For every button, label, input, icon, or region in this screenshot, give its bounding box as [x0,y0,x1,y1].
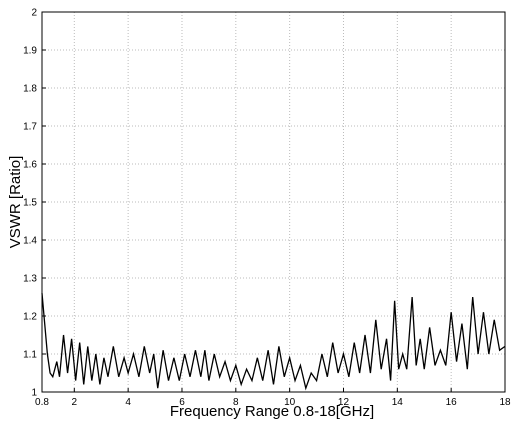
y-tick-label: 1.1 [23,350,37,361]
y-tick-label: 1.6 [23,160,37,171]
x-axis-label: Frequency Range 0.8-18[GHz] [170,403,374,420]
x-tick-label: 12 [338,397,350,408]
y-tick-label: 1.9 [23,46,37,57]
y-axis-label: VSWR [Ratio] [7,156,24,249]
x-tick-label: 14 [392,397,404,408]
x-tick-label: 4 [125,397,131,408]
x-tick-label: 8 [233,397,239,408]
y-tick-label: 1.5 [23,198,37,209]
y-tick-label: 1.2 [23,312,37,323]
x-tick-label: 6 [179,397,185,408]
y-tick-label: 1 [31,388,37,399]
y-tick-label: 1.3 [23,274,37,285]
x-tick-label: 0.8 [35,397,49,408]
x-tick-label: 16 [446,397,458,408]
x-tick-label: 10 [284,397,296,408]
x-tick-label: 2 [72,397,78,408]
y-tick-label: 1.4 [23,236,37,247]
y-tick-label: 1.8 [23,84,37,95]
y-tick-label: 1.7 [23,122,37,133]
x-tick-label: 18 [499,397,511,408]
series-line [41,293,506,391]
plot-frame [41,11,506,393]
y-tick-label: 2 [31,8,37,19]
